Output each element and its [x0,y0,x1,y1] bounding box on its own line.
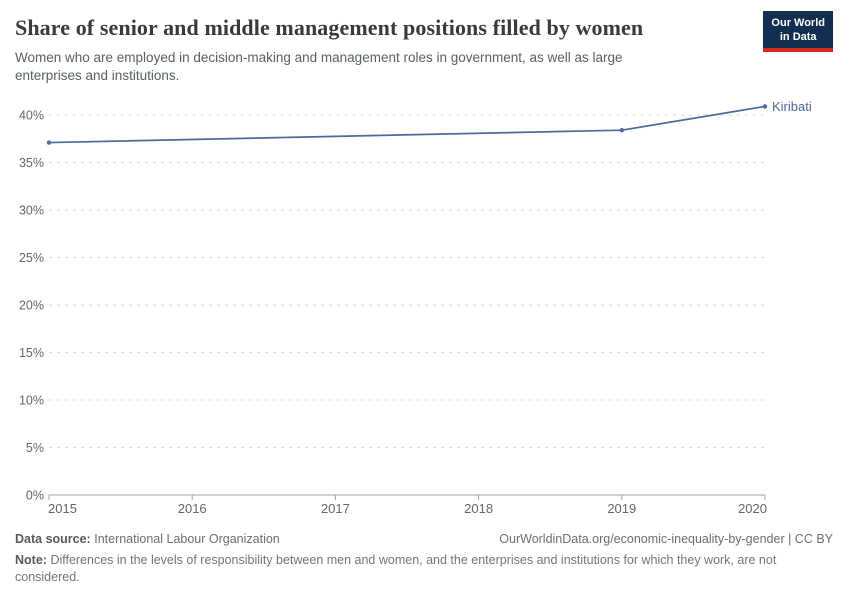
data-point-marker[interactable] [762,104,768,109]
page-title: Share of senior and middle management po… [15,15,644,40]
y-tick-label: 15% [19,346,44,360]
data-point-marker[interactable] [46,140,52,145]
footer-note: Note: Differences in the levels of respo… [15,552,835,586]
owid-logo-line1: Our World [771,17,825,29]
series-line[interactable] [48,105,766,144]
note-text: Differences in the levels of responsibil… [15,553,777,584]
y-tick-label: 35% [19,156,44,170]
owid-logo-line2: in Data [779,31,817,44]
entity-label: Kiribati [772,99,812,114]
note-label: Note: [15,553,47,567]
y-tick-label: 10% [19,394,44,408]
x-tick-label: 2016 [178,501,207,516]
x-tick-label: 2018 [464,501,493,516]
y-tick-label: 40% [19,109,44,123]
attribution-link[interactable]: OurWorldinData.org/economic-inequality-b… [499,532,833,546]
y-tick-label: 30% [19,204,44,218]
data-source-line: Data source: International Labour Organi… [15,532,280,546]
data-point-marker[interactable] [619,128,624,133]
owid-logo: Our World in Data [763,11,833,52]
y-tick-label: 20% [19,299,44,313]
data-source-value: International Labour Organization [94,532,280,546]
y-tick-label: 25% [19,251,44,265]
line-chart[interactable]: 0% 5% 10% 15% 20% 25% 30% 35% 40% 2015 2016 2017 201… [0,88,850,520]
y-tick-label: 5% [26,441,44,455]
x-tick-label: 2019 [607,501,636,516]
x-tick-label: 2017 [321,501,350,516]
chart-subtitle: Women who are employed in decision-makin… [15,50,623,83]
footer-source-row: Data source: International Labour Organi… [15,532,833,546]
y-tick-label: 0% [26,489,44,503]
x-tick-label: 2020 [738,501,767,516]
data-source-label: Data source: [15,532,91,546]
x-tick-label: 2015 [48,501,77,516]
